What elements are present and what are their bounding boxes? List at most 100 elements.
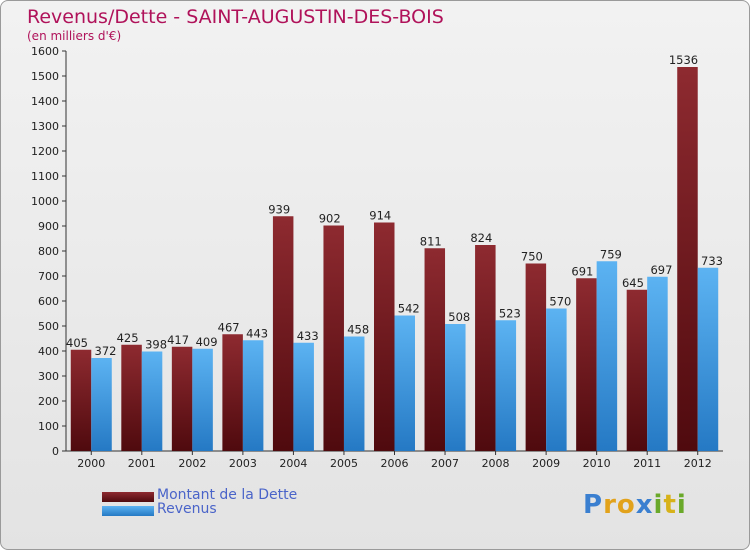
logo-letter: o: [616, 490, 636, 520]
legend-label-revenus: Revenus: [157, 501, 217, 517]
data-label: 733: [701, 254, 723, 268]
dette-bar: [171, 346, 193, 451]
data-label: 914: [369, 209, 391, 223]
dette-bar: [70, 349, 92, 451]
revenus-bar: [546, 308, 567, 451]
data-label: 1536: [669, 53, 698, 67]
x-tick-label: 2001: [128, 457, 156, 470]
logo-letter: t: [663, 490, 677, 520]
logo-letter: P: [583, 490, 604, 520]
data-label: 433: [297, 329, 319, 343]
data-label: 939: [268, 202, 290, 216]
dette-bar: [475, 245, 496, 451]
y-tick-label: 500: [38, 320, 59, 333]
y-tick-label: 900: [38, 220, 59, 233]
y-tick-label: 1400: [31, 95, 59, 108]
x-tick-label: 2000: [77, 457, 105, 470]
revenus-bar: [91, 358, 112, 451]
data-label: 824: [470, 231, 492, 245]
revenus-bar: [192, 348, 213, 451]
x-tick-label: 2002: [178, 457, 206, 470]
revenus-bar: [242, 340, 264, 451]
dette-bar: [525, 263, 547, 451]
data-label: 405: [66, 336, 88, 350]
proxiti-logo: Proxiti: [583, 490, 687, 520]
x-tick-label: 2004: [279, 457, 307, 470]
y-tick-label: 1300: [31, 120, 59, 133]
data-label: 570: [549, 295, 571, 309]
y-tick-label: 100: [38, 420, 59, 433]
chart-title: Revenus/Dette - SAINT-AUGUSTIN-DES-BOIS: [27, 6, 444, 28]
chart-subtitle: (en milliers d'€): [27, 29, 122, 43]
logo-letter: i: [653, 490, 664, 520]
data-label: 508: [448, 310, 470, 324]
revenus-bar: [647, 276, 668, 451]
y-tick-label: 1200: [31, 145, 59, 158]
x-tick-label: 2006: [381, 457, 409, 470]
y-tick-label: 800: [38, 245, 59, 258]
data-label: 425: [117, 331, 139, 345]
dette-bar: [576, 278, 597, 451]
y-tick-label: 300: [38, 370, 59, 383]
x-tick-label: 2007: [431, 457, 459, 470]
revenus-bar: [343, 336, 365, 451]
data-label: 523: [499, 306, 521, 320]
dette-bar: [626, 289, 648, 451]
x-tick-label: 2012: [684, 457, 712, 470]
data-label: 691: [571, 264, 593, 278]
data-label: 697: [650, 263, 672, 277]
y-tick-label: 200: [38, 395, 59, 408]
data-label: 458: [347, 323, 369, 337]
dette-bar: [272, 216, 294, 451]
data-label: 443: [246, 326, 268, 340]
x-tick-label: 2005: [330, 457, 358, 470]
logo-letter: i: [676, 490, 687, 520]
y-tick-label: 1500: [31, 70, 59, 83]
x-tick-label: 2010: [583, 457, 611, 470]
y-tick-label: 0: [52, 445, 59, 458]
y-tick-label: 400: [38, 345, 59, 358]
legend-label-dette: Montant de la Dette: [157, 487, 298, 503]
y-tick-label: 1100: [31, 170, 59, 183]
x-tick-label: 2011: [633, 457, 661, 470]
dette-bar: [374, 222, 395, 451]
revenus-bar: [394, 315, 415, 451]
data-label: 542: [398, 302, 420, 316]
revenus-bar: [293, 342, 314, 451]
dette-bar: [424, 248, 446, 451]
data-label: 759: [600, 247, 622, 261]
data-label: 409: [196, 335, 218, 349]
x-tick-label: 2009: [532, 457, 560, 470]
dette-bar: [121, 344, 142, 451]
y-tick-label: 600: [38, 295, 59, 308]
data-label: 750: [521, 250, 543, 264]
y-tick-label: 700: [38, 270, 59, 283]
revenus-bar: [697, 267, 719, 451]
dette-bar: [222, 334, 243, 451]
data-label: 417: [167, 333, 189, 347]
data-label: 645: [622, 276, 644, 290]
revenus-bar: [141, 351, 163, 451]
data-label: 398: [145, 338, 167, 352]
dette-bar: [323, 225, 344, 451]
legend-swatch-dette: [102, 492, 154, 502]
data-label: 902: [319, 212, 341, 226]
data-label: 467: [218, 320, 240, 334]
y-tick-label: 1000: [31, 195, 59, 208]
legend-swatch-revenus: [102, 506, 154, 516]
logo-letter: x: [635, 490, 654, 520]
x-tick-label: 2003: [229, 457, 257, 470]
dette-bar: [677, 67, 698, 451]
logo-letter: r: [603, 490, 617, 520]
y-tick-label: 1600: [31, 45, 59, 58]
x-tick-label: 2008: [482, 457, 510, 470]
chart-bars: [70, 67, 719, 451]
revenus-bar: [495, 320, 517, 451]
revenus-bar: [445, 324, 466, 451]
data-label: 372: [95, 344, 117, 358]
data-label: 811: [420, 234, 442, 248]
revenus-bar: [596, 261, 618, 451]
